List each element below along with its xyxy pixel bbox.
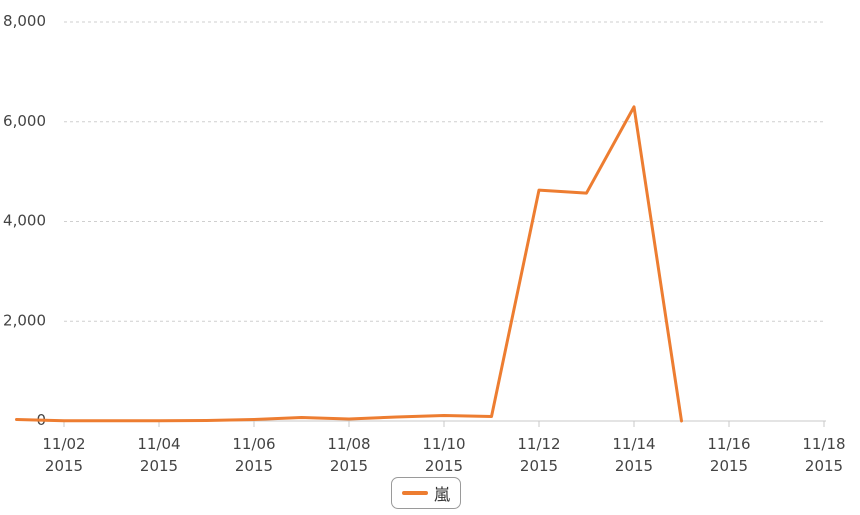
- x-tick-labels: 11/02 2015 11/04 2015 11/06 2015 11/08 2015 11/1…: [42, 435, 845, 475]
- x-tick-label-year: 2015: [520, 457, 558, 475]
- x-tick-label-year: 2015: [140, 457, 178, 475]
- series-layer: [15, 105, 683, 423]
- x-tick-label-year: 2015: [425, 457, 463, 475]
- grid-layer: [64, 21, 826, 322]
- x-tick-label-year: 2015: [45, 457, 83, 475]
- x-tick-label-date: 11/08: [327, 435, 370, 453]
- x-tick-label-date: 11/14: [612, 435, 655, 453]
- y-tick-label: 6,000: [3, 112, 46, 130]
- x-tick-label-date: 11/02: [42, 435, 85, 453]
- legend[interactable]: 嵐: [391, 477, 461, 509]
- x-tick-label-year: 2015: [710, 457, 748, 475]
- x-tick-label-date: 11/10: [422, 435, 465, 453]
- x-tick-label-year: 2015: [235, 457, 273, 475]
- x-tick-label-date: 11/16: [707, 435, 750, 453]
- x-tick-label-date: 11/04: [137, 435, 180, 453]
- x-tick-label-date: 11/06: [232, 435, 275, 453]
- x-tick-label-date: 11/18: [802, 435, 845, 453]
- x-tick-label-year: 2015: [330, 457, 368, 475]
- y-tick-label: 2,000: [3, 311, 46, 329]
- legend-label: 嵐: [433, 485, 450, 504]
- y-tick-label: 4,000: [3, 212, 46, 230]
- legend-swatch: [401, 491, 428, 495]
- x-tick-label-date: 11/12: [517, 435, 560, 453]
- x-tick-label-year: 2015: [805, 457, 843, 475]
- y-tick-label: 8,000: [3, 12, 46, 30]
- x-tick-label-year: 2015: [615, 457, 653, 475]
- series-line: [15, 105, 683, 423]
